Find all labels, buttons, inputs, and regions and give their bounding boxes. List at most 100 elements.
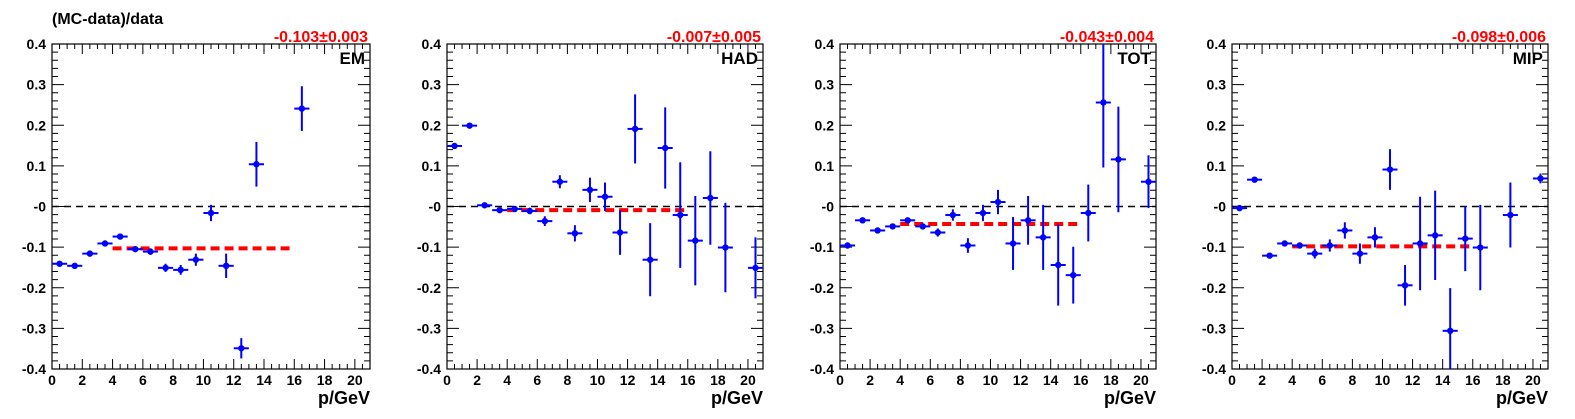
data-point bbox=[1005, 217, 1021, 270]
x-axis-label: p/GeV bbox=[318, 388, 370, 408]
data-marker bbox=[1266, 252, 1273, 259]
x-tick-label: 10 bbox=[590, 372, 606, 388]
x-tick-label: 16 bbox=[286, 372, 302, 388]
data-point bbox=[1457, 206, 1473, 272]
data-point bbox=[1232, 204, 1248, 212]
data-marker bbox=[994, 198, 1002, 206]
data-marker bbox=[511, 205, 518, 213]
data-point bbox=[1367, 227, 1383, 248]
x-tick-label: 16 bbox=[1073, 372, 1089, 388]
data-point bbox=[975, 204, 991, 222]
y-tick-label: -0.3 bbox=[417, 320, 441, 336]
x-tick-label: 10 bbox=[983, 372, 999, 388]
x-tick-label: 20 bbox=[740, 372, 756, 388]
data-marker bbox=[571, 230, 579, 237]
y-tick-label: 0.2 bbox=[1207, 117, 1227, 133]
y-axis-label: (MC-data)/data bbox=[52, 11, 163, 28]
data-marker bbox=[1446, 327, 1454, 335]
data-point bbox=[1050, 224, 1066, 306]
y-tick-label: 0.2 bbox=[815, 117, 835, 133]
x-tick-label: 0 bbox=[836, 372, 844, 388]
data-point bbox=[507, 205, 523, 213]
panel-label: EM bbox=[340, 49, 366, 68]
data-point bbox=[218, 253, 234, 278]
data-marker bbox=[222, 262, 230, 270]
data-marker bbox=[1281, 240, 1288, 247]
data-point bbox=[188, 253, 204, 266]
data-marker bbox=[1085, 209, 1092, 217]
y-tick-label: -0.2 bbox=[810, 280, 834, 296]
data-point bbox=[1382, 149, 1398, 190]
y-tick-label: 0.2 bbox=[422, 117, 442, 133]
x-tick-label: 18 bbox=[317, 372, 333, 388]
data-point bbox=[112, 233, 128, 240]
data-point bbox=[990, 189, 1006, 215]
data-point bbox=[477, 202, 493, 209]
data-marker bbox=[949, 211, 957, 219]
data-marker bbox=[1100, 99, 1107, 106]
data-point bbox=[1502, 182, 1518, 248]
data-marker bbox=[1371, 234, 1379, 241]
panel-tot: 0.4 0.3 0.2 0.1 -0 -0.1 -0.2 -0.3 -0.40 2 4 6 8 10 12 1… bbox=[810, 29, 1157, 408]
data-marker bbox=[238, 345, 245, 352]
x-tick-label: 18 bbox=[1495, 372, 1511, 388]
data-point bbox=[657, 107, 673, 189]
y-tick-label: -0.1 bbox=[22, 239, 46, 255]
data-point bbox=[447, 142, 463, 150]
data-marker bbox=[1311, 250, 1318, 257]
data-marker bbox=[1054, 261, 1062, 269]
data-marker bbox=[601, 193, 609, 200]
data-marker bbox=[1477, 244, 1484, 251]
data-marker bbox=[177, 266, 184, 274]
x-tick-label: 20 bbox=[1133, 372, 1149, 388]
x-tick-label: 14 bbox=[650, 372, 666, 388]
data-point bbox=[97, 240, 113, 247]
data-point bbox=[1292, 242, 1308, 249]
data-marker bbox=[556, 178, 564, 185]
y-tick-label: 0.2 bbox=[27, 117, 47, 133]
x-tick-label: 4 bbox=[109, 372, 117, 388]
data-marker bbox=[752, 264, 759, 272]
data-marker bbox=[147, 248, 154, 255]
x-tick-label: 0 bbox=[443, 372, 451, 388]
data-point bbox=[173, 265, 189, 275]
data-point bbox=[702, 151, 718, 245]
data-point bbox=[930, 228, 946, 237]
data-point bbox=[1472, 204, 1488, 291]
x-tick-label: 2 bbox=[473, 372, 481, 388]
data-marker bbox=[541, 217, 549, 225]
data-point bbox=[552, 175, 568, 189]
data-marker bbox=[844, 242, 851, 249]
data-point bbox=[1247, 176, 1263, 183]
data-point bbox=[687, 195, 703, 286]
y-tick-label: -0 bbox=[34, 199, 47, 215]
x-axis-label: p/GeV bbox=[1104, 388, 1156, 408]
data-point bbox=[67, 262, 83, 270]
data-marker bbox=[71, 262, 78, 270]
data-point bbox=[1110, 106, 1126, 213]
data-point bbox=[1065, 246, 1081, 304]
x-tick-label: 2 bbox=[1258, 372, 1266, 388]
data-marker bbox=[1462, 235, 1469, 242]
panel-label: HAD bbox=[721, 49, 758, 68]
data-point bbox=[1140, 155, 1156, 209]
data-marker bbox=[859, 217, 866, 224]
data-point bbox=[1035, 204, 1051, 270]
data-marker bbox=[496, 206, 503, 214]
x-tick-label: 0 bbox=[1228, 372, 1236, 388]
data-point bbox=[1352, 243, 1368, 264]
x-tick-label: 0 bbox=[48, 372, 56, 388]
data-point bbox=[1412, 196, 1428, 291]
data-marker bbox=[646, 256, 654, 263]
y-tick-label: -0.4 bbox=[417, 361, 441, 377]
data-marker bbox=[1401, 282, 1409, 289]
x-tick-label: 12 bbox=[1405, 372, 1421, 388]
data-marker bbox=[919, 223, 926, 230]
data-point bbox=[900, 217, 916, 224]
data-point bbox=[142, 248, 158, 255]
y-tick-label: 0.3 bbox=[422, 77, 442, 93]
data-point bbox=[1322, 239, 1338, 252]
y-tick-label: 0.1 bbox=[815, 158, 835, 174]
data-marker bbox=[677, 211, 684, 219]
data-point bbox=[612, 210, 628, 255]
